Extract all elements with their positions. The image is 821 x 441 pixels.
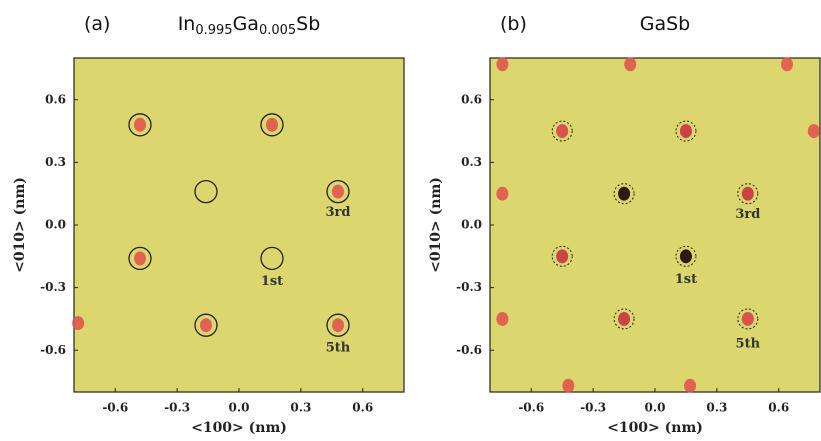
order-label: 1st (261, 274, 283, 289)
title-part: GaSb (640, 13, 691, 35)
title-part: In (178, 13, 196, 35)
x-tick-label: -0.3 (580, 401, 606, 415)
order-label: 3rd (735, 207, 760, 222)
diffraction-spot (680, 249, 692, 263)
title-part: Ga (233, 13, 259, 35)
y-axis-label: <010> (nm) (428, 177, 444, 273)
diffraction-spot (624, 57, 636, 71)
figure: (a) In0.995Ga0.005Sb -0.6 -0.3 0.0 0.3 0.6 -0.6… (0, 0, 821, 441)
x-tick-label: -0.6 (102, 401, 128, 415)
y-tick-label: -0.6 (456, 343, 482, 357)
order-label: 5th (736, 336, 761, 351)
chart-title: In0.995Ga0.005Sb (178, 13, 321, 38)
diffraction-spot (496, 312, 508, 326)
y-tick-label: 0.6 (461, 92, 482, 106)
x-axis-label: <100> (nm) (607, 420, 703, 436)
title-part: 0.995 (195, 23, 232, 38)
y-tick-label: -0.6 (40, 343, 66, 357)
order-label: 3rd (326, 205, 351, 220)
y-tick-label: -0.3 (40, 280, 66, 294)
plot-background (74, 58, 404, 392)
diffraction-spot (742, 312, 754, 326)
diffraction-spot (266, 118, 278, 132)
diffraction-spot (618, 312, 630, 326)
diffraction-spot (618, 187, 630, 201)
diffraction-spot (808, 124, 820, 138)
diffraction-spot (742, 187, 754, 201)
x-axis-label: <100> (nm) (191, 420, 287, 436)
diffraction-spot (332, 185, 344, 199)
panel-label: (a) (84, 13, 110, 35)
diffraction-spot (134, 118, 146, 132)
diffraction-spot (496, 187, 508, 201)
title-part: Sb (296, 13, 320, 35)
y-tick-label: 0.3 (461, 155, 482, 169)
y-tick-label: 0.0 (45, 218, 66, 232)
panel-label: (b) (500, 13, 527, 35)
diffraction-spot (562, 379, 574, 393)
y-tick-label: 0.3 (45, 155, 66, 169)
diffraction-spot (332, 318, 344, 332)
diffraction-spot (781, 57, 793, 71)
diffraction-spot (684, 379, 696, 393)
x-tick-label: -0.3 (164, 401, 190, 415)
y-tick-label: 0.0 (461, 218, 482, 232)
diffraction-spot (200, 318, 212, 332)
y-tick-label: 0.6 (45, 92, 66, 106)
diffraction-spot (556, 124, 568, 138)
y-axis-label: <010> (nm) (12, 177, 28, 273)
diffraction-spot (496, 57, 508, 71)
diffraction-spot (134, 251, 146, 265)
x-tick-label: 0.0 (645, 401, 666, 415)
x-tick-label: 0.0 (229, 401, 250, 415)
order-label: 1st (675, 272, 697, 287)
order-label: 5th (326, 341, 351, 356)
x-tick-label: 0.3 (290, 401, 311, 415)
title-part: 0.005 (259, 23, 296, 38)
y-tick-label: -0.3 (456, 280, 482, 294)
x-tick-label: -0.6 (518, 401, 544, 415)
diffraction-spot (680, 124, 692, 138)
plot-background (490, 58, 820, 392)
x-tick-label: 0.3 (706, 401, 727, 415)
diffraction-spot (72, 316, 84, 330)
chart-title: GaSb (640, 13, 691, 35)
x-tick-label: 0.6 (768, 401, 789, 415)
x-tick-label: 0.6 (352, 401, 373, 415)
diffraction-spot (556, 249, 568, 263)
